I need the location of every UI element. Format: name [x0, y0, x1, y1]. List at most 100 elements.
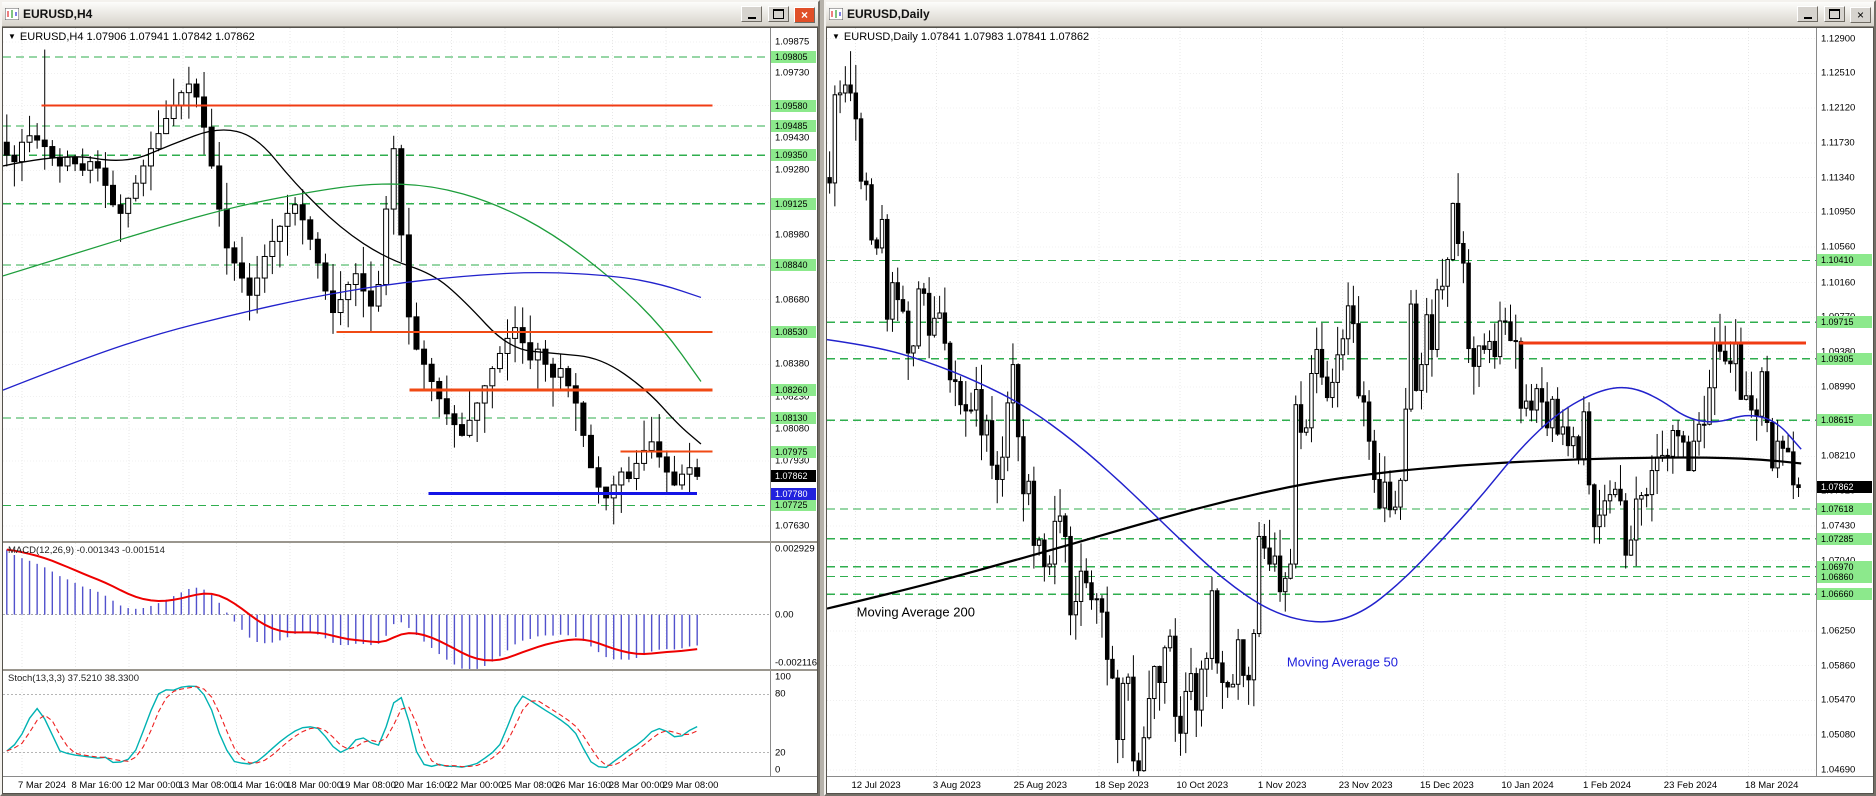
- time-label: 14 Mar 16:00: [232, 780, 289, 791]
- price-level-badge: 1.10410: [1817, 254, 1872, 267]
- restore-icon: [1828, 8, 1840, 19]
- price-level-badge: 1.09715: [1817, 316, 1872, 329]
- stochastic-pane[interactable]: Stoch(13,3,3) 37.5210 38.3300: [3, 671, 771, 776]
- indicator-scale-mark: 20: [775, 747, 786, 759]
- minimize-button[interactable]: [1797, 5, 1819, 22]
- chart-window-h4: EURUSD,H4 × ▼ EURUSD,H4 1.07906 1.07941 1…: [0, 0, 820, 796]
- time-label: 7 Mar 2024: [17, 780, 67, 791]
- price-level-badge: 1.08530: [771, 325, 816, 338]
- price-tick: 1.08080: [775, 423, 810, 435]
- time-label: 20 Mar 16:00: [393, 780, 450, 791]
- price-tick: 1.05860: [1821, 660, 1856, 672]
- price-tick: 1.11340: [1821, 172, 1855, 184]
- price-level-badge: 1.08260: [771, 384, 816, 397]
- price-tick: 1.09730: [775, 67, 810, 79]
- titlebar-h4[interactable]: EURUSD,H4 ×: [2, 2, 818, 27]
- price-level-badge: 1.09305: [1817, 352, 1872, 365]
- price-tick: 1.09280: [775, 164, 810, 176]
- price-level-badge: 1.07780: [771, 487, 816, 500]
- price-tick: 1.10160: [1821, 277, 1856, 289]
- price-tick: 1.09380: [1821, 347, 1855, 358]
- stoch-svg: [3, 671, 770, 776]
- h4-svg: [3, 28, 770, 541]
- price-level-badge: 1.09580: [771, 99, 816, 112]
- price-tick: 1.12900: [1821, 33, 1856, 45]
- price-tick: 1.07630: [775, 520, 810, 532]
- price-tick: 1.05080: [1821, 729, 1856, 741]
- time-label: 23 Feb 2024: [1663, 780, 1718, 791]
- current-price-badge: 1.07862: [771, 469, 816, 482]
- macd-pane[interactable]: MACD(12,26,9) -0.001343 -0.001514: [3, 543, 771, 669]
- price-level-badge: 1.06660: [1817, 588, 1872, 601]
- ma-mid: [3, 183, 702, 382]
- current-price-badge: 1.07862: [1817, 481, 1872, 494]
- restore-icon: [772, 8, 784, 19]
- price-level-badge: 1.07618: [1817, 503, 1872, 516]
- price-tick: 1.10950: [1821, 206, 1856, 218]
- time-label: 3 Aug 2023: [932, 780, 981, 791]
- price-tick: 1.08210: [1821, 450, 1856, 462]
- macd-signal-line: [6, 548, 698, 662]
- price-level-badge: 1.08615: [1817, 414, 1872, 427]
- macd-scale[interactable]: 0.002929 0.00 -0.002116: [771, 543, 817, 669]
- price-tick: 1.11730: [1821, 137, 1855, 149]
- pane-divider[interactable]: [3, 541, 817, 543]
- price-tick: 1.09875: [775, 36, 810, 48]
- price-tick: 1.07430: [1821, 520, 1856, 532]
- h4-time-axis[interactable]: 7 Mar 2024 8 Mar 16:00 12 Mar 00:00 13 Mar …: [3, 776, 817, 793]
- stochastic-scale[interactable]: 100 80 20 0: [771, 671, 817, 776]
- titlebar-daily[interactable]: EURUSD,Daily ×: [826, 2, 1874, 27]
- daily-price-chart[interactable]: Moving Average 200 Moving Average 50 ▼ EUR…: [827, 28, 1817, 776]
- h4-price-scale[interactable]: 1.09875 1.09730 1.09580 1.09430 1.09280 1.091…: [771, 28, 817, 541]
- h4-chart-client: ▼ EURUSD,H4 1.07906 1.07941 1.07842 1.078…: [2, 27, 818, 794]
- macd-svg: [3, 543, 770, 669]
- time-label: 28 Mar 00:00: [608, 780, 665, 791]
- time-label: 10 Jan 2024: [1501, 780, 1554, 791]
- price-level-badge: 1.09485: [771, 120, 816, 133]
- time-label: 10 Oct 2023: [1176, 780, 1229, 791]
- ohlc-readout: ▼ EURUSD,Daily 1.07841 1.07983 1.07841 1.…: [832, 31, 1090, 43]
- close-button[interactable]: ×: [794, 6, 815, 23]
- price-tick: 1.10560: [1821, 241, 1856, 253]
- indicator-scale-mark: -0.002116: [775, 657, 817, 669]
- price-tick: 1.08980: [775, 229, 810, 241]
- restore-button[interactable]: [767, 5, 789, 22]
- price-tick: 1.08230: [775, 391, 810, 403]
- pane-divider[interactable]: [3, 669, 817, 671]
- indicator-scale-mark: 0.00: [775, 609, 794, 621]
- time-label: 22 Mar 00:00: [447, 780, 504, 791]
- expand-arrow-icon[interactable]: ▼: [832, 32, 840, 41]
- price-tick: 1.09430: [775, 132, 810, 144]
- price-tick: 1.07930: [775, 455, 810, 467]
- price-tick: 1.12120: [1821, 102, 1856, 114]
- price-tick: 1.06250: [1821, 625, 1856, 637]
- indicator-scale-mark: 0.002929: [775, 543, 815, 555]
- chart-text-annotation: Moving Average 50: [1287, 654, 1398, 669]
- price-level-badge: 1.07975: [771, 445, 816, 458]
- price-tick: 1.05470: [1821, 694, 1856, 706]
- restore-button[interactable]: [1823, 5, 1845, 22]
- daily-svg: Moving Average 200 Moving Average 50: [827, 28, 1816, 776]
- time-label: 12 Jul 2023: [851, 780, 901, 791]
- h4-price-chart[interactable]: ▼ EURUSD,H4 1.07906 1.07941 1.07842 1.078…: [3, 28, 771, 541]
- ma-fast: [3, 129, 702, 445]
- time-label: 18 Mar 00:00: [286, 780, 343, 791]
- time-label: 12 Mar 00:00: [124, 780, 181, 791]
- daily-price-scale[interactable]: 1.12900 1.12510 1.12120 1.11730 1.11340 1.109…: [1817, 28, 1873, 776]
- expand-arrow-icon[interactable]: ▼: [8, 32, 16, 41]
- stochastic-label: Stoch(13,3,3) 37.5210 38.3300: [8, 673, 139, 684]
- chart-window-icon: [829, 8, 843, 20]
- price-level-badge: 1.07725: [771, 499, 816, 512]
- window-title: EURUSD,H4: [23, 7, 93, 21]
- minimize-icon: [1803, 16, 1812, 19]
- macd-label: MACD(12,26,9) -0.001343 -0.001514: [8, 545, 165, 556]
- price-level-badge: 1.06970: [1817, 560, 1872, 573]
- close-button[interactable]: ×: [1850, 6, 1871, 23]
- price-tick: 1.08380: [775, 358, 810, 370]
- price-level-badge: 1.07285: [1817, 532, 1872, 545]
- daily-time-axis[interactable]: 12 Jul 2023 3 Aug 2023 25 Aug 2023 18 Sep 2…: [827, 776, 1873, 793]
- time-label: 25 Mar 08:00: [501, 780, 558, 791]
- time-label: 1 Feb 2024: [1582, 780, 1632, 791]
- minimize-button[interactable]: [741, 5, 763, 22]
- price-tick: 1.07040: [1821, 555, 1855, 566]
